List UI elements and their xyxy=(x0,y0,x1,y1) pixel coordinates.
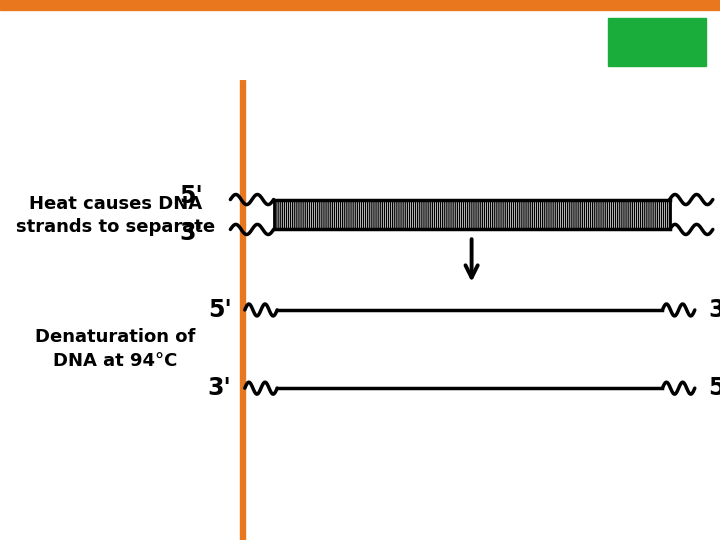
Text: Explorer: Explorer xyxy=(36,38,115,56)
Bar xyxy=(274,200,670,230)
Bar xyxy=(240,80,245,540)
Text: Biotechnology: Biotechnology xyxy=(22,18,128,31)
Text: 3': 3' xyxy=(179,221,202,245)
Text: Heat causes DNA
strands to separate: Heat causes DNA strands to separate xyxy=(16,195,215,237)
Text: 5': 5' xyxy=(708,376,720,400)
Bar xyxy=(608,18,706,65)
Text: 3': 3' xyxy=(208,376,231,400)
Text: BIO·RAD: BIO·RAD xyxy=(629,33,685,46)
Text: Denaturation of
DNA at 94°C: Denaturation of DNA at 94°C xyxy=(35,328,195,370)
Text: 5': 5' xyxy=(208,298,231,322)
Text: 3': 3' xyxy=(708,298,720,322)
Text: 5': 5' xyxy=(179,184,202,208)
Bar xyxy=(0,0,720,10)
